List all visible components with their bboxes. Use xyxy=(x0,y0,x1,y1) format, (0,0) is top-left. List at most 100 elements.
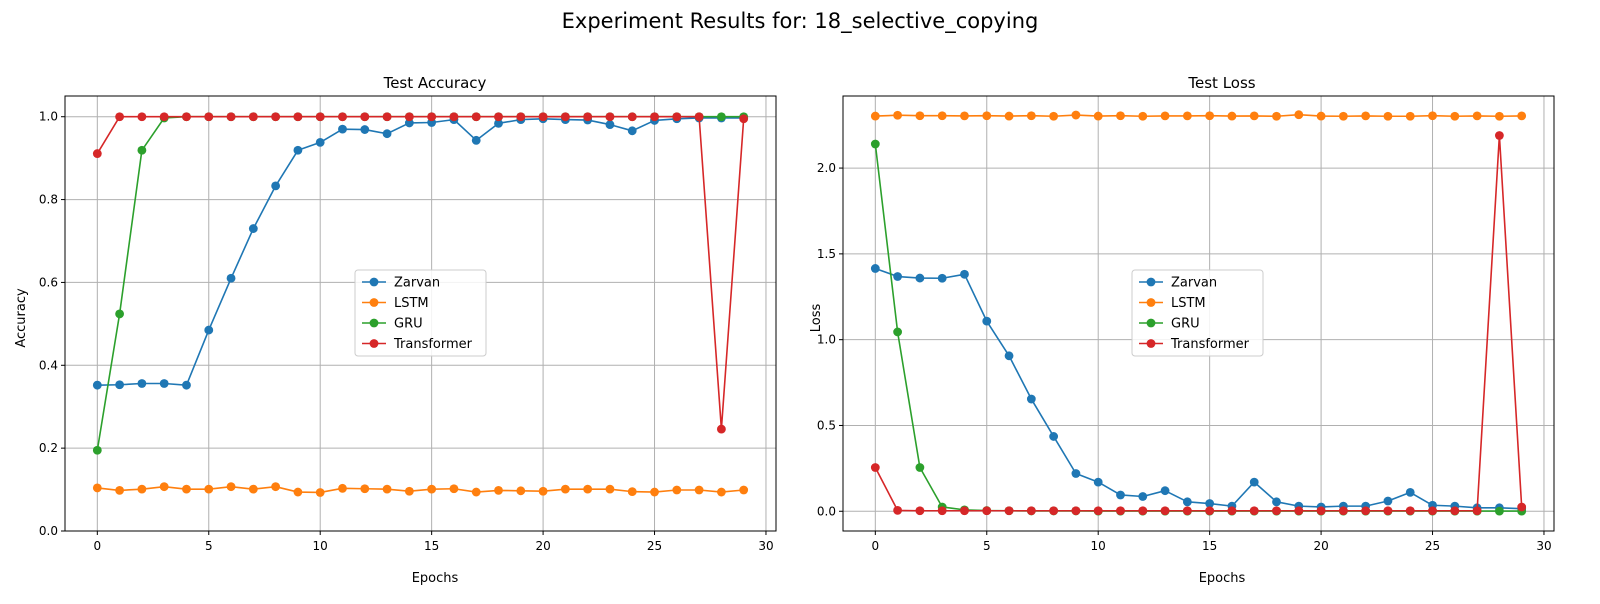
loss-gru-point xyxy=(915,463,925,472)
loss-lstm-point xyxy=(1004,111,1014,121)
loss-transformer-point xyxy=(1450,506,1460,516)
loss-lstm-point xyxy=(1494,111,1504,121)
accuracy-x-tick-label: 20 xyxy=(535,539,550,553)
accuracy-transformer-point xyxy=(115,112,125,122)
accuracy-lstm-point xyxy=(271,482,281,492)
loss-lstm-point xyxy=(1338,111,1348,121)
loss-zarvan-point xyxy=(1405,487,1415,497)
accuracy-zarvan-point xyxy=(338,124,347,134)
loss-x-tick-label: 15 xyxy=(1202,539,1217,553)
loss-transformer-point xyxy=(1272,506,1281,516)
loss-zarvan-point xyxy=(1205,499,1215,508)
accuracy-transformer-point xyxy=(315,112,325,122)
loss-transformer-point xyxy=(1227,506,1237,516)
loss-x-tick-label: 10 xyxy=(1091,539,1106,553)
accuracy-transformer-point xyxy=(494,112,503,122)
accuracy-x-tick-label: 10 xyxy=(313,539,328,553)
accuracy-gru-point xyxy=(716,112,726,122)
loss-y-tick-label: 1.0 xyxy=(817,333,836,347)
loss-panel-title: Test Loss xyxy=(1187,74,1255,92)
accuracy-x-tick-label: 15 xyxy=(424,539,439,553)
loss-lstm-point xyxy=(937,111,947,121)
loss-lstm-point xyxy=(1138,111,1148,121)
accuracy-zarvan-point xyxy=(494,118,503,128)
accuracy-zarvan-point xyxy=(293,145,303,155)
loss-lstm-point xyxy=(1049,111,1059,121)
accuracy-y-tick-label: 0.6 xyxy=(39,275,58,289)
loss-lstm-point xyxy=(1361,111,1371,121)
accuracy-zarvan-point xyxy=(627,126,637,136)
accuracy-transformer-point xyxy=(338,112,347,122)
loss-y-axis-label: Loss xyxy=(809,304,824,333)
loss-lstm-point xyxy=(1071,110,1081,120)
loss-transformer-point xyxy=(1160,506,1170,516)
loss-x-axis-label: Epochs xyxy=(1199,571,1246,586)
loss-lstm-point xyxy=(1405,111,1415,121)
accuracy-lstm-point xyxy=(650,487,659,497)
accuracy-zarvan-point xyxy=(137,379,147,388)
loss-legend-transformer-label: Transformer xyxy=(1170,337,1250,352)
loss-lstm-point xyxy=(1205,111,1215,121)
accuracy-transformer-point xyxy=(182,112,191,122)
accuracy-legend-gru-label: GRU xyxy=(394,317,423,332)
accuracy-lstm-point xyxy=(360,484,370,494)
accuracy-transformer-point xyxy=(92,149,102,158)
accuracy-legend-gru-marker xyxy=(369,318,379,328)
accuracy-y-tick-label: 0.0 xyxy=(39,524,58,538)
accuracy-legend-transformer-label: Transformer xyxy=(393,337,473,352)
accuracy-zarvan-point xyxy=(605,120,615,129)
accuracy-zarvan-point xyxy=(226,273,236,283)
loss-zarvan-point xyxy=(1249,477,1259,487)
accuracy-legend-box xyxy=(354,269,487,357)
loss-lstm-point xyxy=(1294,110,1304,120)
loss-transformer-point xyxy=(1294,506,1304,516)
accuracy-transformer-point xyxy=(404,112,414,122)
loss-lstm-point xyxy=(1160,111,1170,121)
loss-zarvan-point xyxy=(1093,477,1103,487)
loss-transformer-point xyxy=(1116,506,1125,516)
accuracy-lstm-point xyxy=(382,484,392,494)
loss-zarvan-point xyxy=(1182,497,1192,507)
accuracy-zarvan-point xyxy=(92,380,102,390)
loss-transformer-point xyxy=(1049,506,1059,516)
loss-zarvan-point xyxy=(1049,432,1059,441)
accuracy-lstm-point xyxy=(427,484,437,494)
accuracy-y-tick-label: 0.4 xyxy=(39,358,58,372)
loss-transformer-point xyxy=(1026,506,1036,516)
accuracy-lstm-point xyxy=(672,485,682,495)
loss-lstm-point xyxy=(960,111,969,121)
loss-x-tick-label: 5 xyxy=(983,539,991,553)
loss-panel: Test Loss Epochs Loss 0 5 10 15 20 25 30 0.0 0.5… xyxy=(809,74,1555,586)
accuracy-legend-lstm-marker xyxy=(369,298,379,307)
accuracy-lstm-point xyxy=(627,487,637,497)
accuracy-y-tick-label: 0.8 xyxy=(39,193,58,207)
loss-y-tick-label: 2.0 xyxy=(817,161,836,175)
accuracy-lstm-point xyxy=(494,486,503,495)
accuracy-y-axis-label: Accuracy xyxy=(14,288,29,348)
accuracy-zarvan-point xyxy=(471,135,481,145)
loss-x-tick-label: 0 xyxy=(871,539,879,553)
accuracy-transformer-point xyxy=(560,112,570,122)
accuracy-lstm-point xyxy=(137,484,147,494)
accuracy-lstm-point xyxy=(204,484,214,494)
figure-title: Experiment Results for: 18_selective_cop… xyxy=(562,9,1039,34)
loss-legend-lstm-marker xyxy=(1146,298,1156,307)
loss-lstm-point xyxy=(1093,111,1103,121)
loss-transformer-point xyxy=(1517,502,1527,512)
accuracy-series-lstm xyxy=(92,482,749,497)
accuracy-transformer-point xyxy=(204,112,214,122)
loss-zarvan-point xyxy=(937,273,947,283)
loss-lstm-point xyxy=(1517,111,1527,121)
accuracy-transformer-point xyxy=(650,112,659,122)
loss-lstm-point xyxy=(893,110,903,120)
loss-transformer-point xyxy=(1205,506,1215,516)
accuracy-transformer-point xyxy=(293,112,303,122)
accuracy-y-tick-label: 1.0 xyxy=(39,110,58,124)
loss-transformer-point xyxy=(1338,506,1348,516)
loss-series-zarvan xyxy=(870,264,1527,514)
loss-transformer-point xyxy=(1004,506,1014,516)
accuracy-transformer-point xyxy=(226,112,236,122)
accuracy-x-axis-label: Epochs xyxy=(412,571,459,586)
loss-lstm-point xyxy=(1249,111,1259,121)
